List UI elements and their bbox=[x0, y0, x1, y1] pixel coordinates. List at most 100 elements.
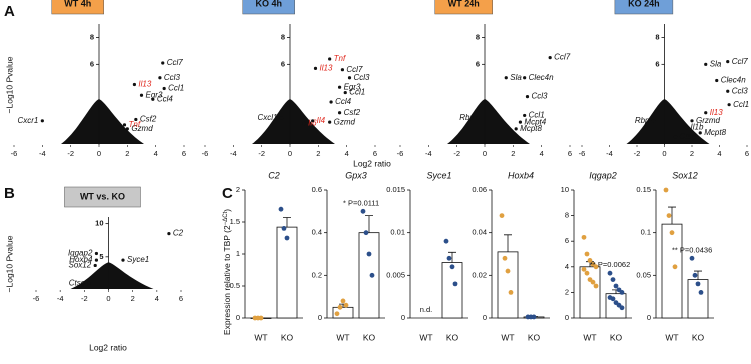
gene-label: Mcpt8 bbox=[704, 128, 726, 137]
x-tick-label: 0 bbox=[483, 149, 487, 158]
dot bbox=[334, 311, 340, 317]
x-tick-label: -6 bbox=[202, 149, 209, 158]
point bbox=[40, 119, 44, 123]
dot bbox=[366, 251, 372, 257]
dot bbox=[340, 298, 346, 304]
gene-label: Mcpt4 bbox=[524, 117, 546, 126]
y-tick-label: 10 bbox=[95, 219, 103, 228]
gene-label: C2 bbox=[173, 229, 184, 238]
gene-label: Gzmd bbox=[131, 124, 153, 133]
gene-label: Syce1 bbox=[127, 255, 149, 264]
point bbox=[337, 85, 342, 89]
panel-label: C bbox=[222, 185, 233, 202]
point bbox=[525, 95, 530, 99]
y-axis-label: −Log10 Pvalue bbox=[4, 235, 14, 292]
x-tick-label: 6 bbox=[373, 149, 377, 158]
y-tick-label: 0.06 bbox=[472, 185, 487, 194]
dot bbox=[278, 206, 284, 212]
value-label: n.d. bbox=[420, 305, 433, 314]
point bbox=[690, 119, 694, 123]
x-tick-label: KO bbox=[446, 332, 459, 342]
x-tick-label: -2 bbox=[67, 149, 74, 158]
y-tick-label: 1.5 bbox=[230, 217, 240, 226]
x-tick-label: KO bbox=[281, 332, 294, 342]
x-tick-label: -4 bbox=[230, 149, 237, 158]
y-tick-label: 5 bbox=[99, 252, 103, 261]
gene-label: Egr3 bbox=[344, 82, 361, 91]
dot bbox=[698, 290, 704, 295]
y-tick-label: 0.1 bbox=[641, 228, 651, 237]
point bbox=[343, 90, 347, 95]
point bbox=[311, 119, 315, 123]
badge-box bbox=[51, 0, 104, 15]
point bbox=[167, 231, 171, 236]
badge-box bbox=[242, 0, 295, 15]
point bbox=[328, 120, 332, 124]
dot bbox=[619, 305, 625, 311]
gene-label: Sox12 bbox=[69, 261, 92, 270]
panel-label: A bbox=[4, 3, 15, 20]
point bbox=[134, 117, 138, 122]
gene-label: Ccl4 bbox=[157, 94, 174, 103]
gene-label: Csf2 bbox=[140, 115, 157, 124]
point bbox=[139, 93, 144, 97]
point bbox=[518, 120, 523, 124]
x-tick-label: 4 bbox=[345, 149, 349, 158]
point bbox=[548, 56, 552, 60]
y-tick-label: 0.15 bbox=[636, 185, 651, 194]
gene-label: Mcpt8 bbox=[520, 124, 542, 133]
y-tick-label: 8 bbox=[476, 32, 480, 41]
error-bar bbox=[504, 234, 512, 252]
annotation: * P=0.0111 bbox=[343, 198, 379, 207]
dot bbox=[452, 281, 458, 287]
gene-label: Rbp bbox=[635, 116, 650, 125]
error-bar bbox=[283, 217, 291, 228]
dot bbox=[590, 279, 596, 285]
y-axis-label-end: ) bbox=[222, 209, 232, 212]
gene-label: Ccl3 bbox=[164, 73, 181, 82]
gene-label: Egr3 bbox=[146, 90, 163, 99]
gene-label: Ccl7 bbox=[732, 57, 749, 66]
chart-title: C2 bbox=[268, 170, 280, 180]
error-bar bbox=[365, 215, 373, 233]
point bbox=[162, 86, 166, 91]
chart-title: Hoxb4 bbox=[508, 170, 534, 180]
x-tick-label: 6 bbox=[568, 149, 572, 158]
y-tick-label: 10 bbox=[561, 185, 569, 194]
error-bar bbox=[694, 270, 702, 280]
y-tick-label: 8 bbox=[655, 32, 659, 41]
dot bbox=[692, 272, 698, 278]
dot bbox=[613, 283, 619, 289]
point bbox=[329, 100, 333, 104]
dot bbox=[499, 213, 505, 219]
badge-label: KO 4h bbox=[255, 0, 282, 8]
x-tick-label: 2 bbox=[316, 149, 320, 158]
chart-title: Sox12 bbox=[672, 170, 698, 180]
point bbox=[94, 258, 99, 262]
y-tick-label: 0 bbox=[647, 313, 651, 322]
x-tick-label: 6 bbox=[182, 149, 186, 158]
point-cloud bbox=[252, 99, 335, 144]
y-axis-label: −Log10 Pvalue bbox=[4, 56, 14, 113]
x-tick-label: 0 bbox=[97, 149, 101, 158]
point bbox=[673, 135, 678, 139]
point bbox=[514, 127, 518, 131]
annotation: ** P=0.0062 bbox=[590, 260, 630, 269]
gene-label: Clec4n bbox=[529, 73, 554, 82]
point bbox=[523, 113, 527, 118]
y-tick-label: 0.5 bbox=[230, 281, 240, 290]
y-tick-label: 6 bbox=[90, 59, 94, 68]
y-tick-label: 0 bbox=[565, 313, 569, 322]
x-tick-label: 6 bbox=[179, 294, 183, 303]
point bbox=[132, 82, 137, 87]
gene-label: Grzmd bbox=[696, 116, 721, 125]
gene-label: Il6 bbox=[308, 119, 317, 128]
error-bar bbox=[448, 251, 456, 263]
y-axis-label-sup: −ΔCt bbox=[223, 211, 229, 225]
y-tick-label: 0.6 bbox=[312, 185, 322, 194]
y-tick-label: 8 bbox=[90, 32, 94, 41]
point bbox=[93, 263, 97, 268]
point bbox=[347, 76, 352, 80]
x-tick-label: -6 bbox=[397, 149, 404, 158]
